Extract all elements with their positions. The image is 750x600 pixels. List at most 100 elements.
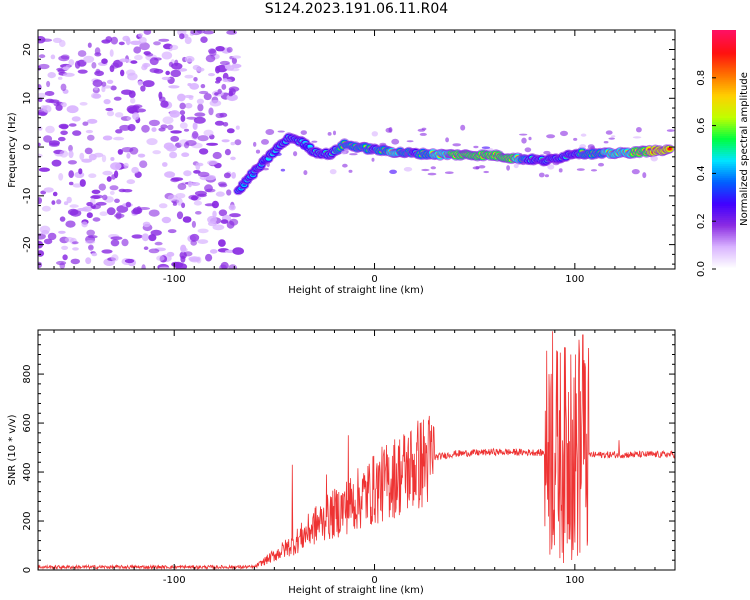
side-blob xyxy=(260,160,266,164)
colorbar-cell xyxy=(712,127,736,131)
noise-blob xyxy=(179,102,186,110)
noise-blob xyxy=(51,159,62,167)
noise-blob xyxy=(139,42,150,51)
side-blob xyxy=(608,137,615,140)
colorbar-tick-label: 0.0 xyxy=(696,261,707,277)
noise-blob xyxy=(110,85,117,91)
noise-blob xyxy=(110,162,122,171)
noise-blob xyxy=(217,181,227,186)
noise-blob xyxy=(138,36,147,44)
side-blob xyxy=(475,166,480,170)
noise-blob xyxy=(46,80,51,88)
y-tick-label: 0 xyxy=(22,144,33,150)
side-blob xyxy=(293,151,298,157)
noise-blob xyxy=(207,215,217,224)
noise-blob xyxy=(177,93,186,102)
side-blob xyxy=(327,156,334,159)
noise-blob xyxy=(208,107,214,116)
colorbar-cell xyxy=(712,151,736,154)
colorbar-cell xyxy=(712,99,736,103)
noise-blob xyxy=(105,107,114,112)
noise-blob xyxy=(51,200,56,205)
noise-blob xyxy=(60,83,67,92)
noise-blob xyxy=(110,157,115,161)
side-blob xyxy=(417,128,426,132)
noise-blob xyxy=(117,149,123,155)
noise-blob xyxy=(87,42,92,48)
noise-blob xyxy=(170,130,183,134)
noise-blob xyxy=(200,36,208,43)
colorbar-cell xyxy=(712,121,736,125)
noise-blob xyxy=(229,88,236,96)
noise-blob xyxy=(148,248,160,254)
noise-blob xyxy=(197,239,209,245)
side-blob xyxy=(519,133,528,136)
colorbar-cell xyxy=(712,259,736,262)
colorbar-cell xyxy=(712,153,736,156)
colorbar-cell xyxy=(712,45,736,49)
colorbar-cell xyxy=(712,191,736,194)
noise-blob xyxy=(102,135,113,141)
side-blob xyxy=(528,136,532,141)
colorbar-ticks: 0.0 0.2 0.4 0.6 0.8 xyxy=(696,70,716,277)
side-blob xyxy=(389,169,397,174)
colorbar-cell xyxy=(712,201,736,204)
noise-blob xyxy=(68,123,77,127)
noise-blob xyxy=(120,69,125,77)
noise-blob xyxy=(95,68,101,74)
noise-blob xyxy=(71,116,81,122)
colorbar-cell xyxy=(712,215,736,218)
noise-blob xyxy=(122,35,130,42)
colorbar-cell xyxy=(712,251,736,254)
noise-blob xyxy=(183,170,192,177)
noise-blob xyxy=(158,127,166,132)
noise-blob xyxy=(189,233,200,242)
noise-blob xyxy=(180,114,186,122)
noise-blob xyxy=(197,103,204,112)
noise-blob xyxy=(60,124,69,130)
noise-blob xyxy=(68,181,74,186)
noise-blob xyxy=(181,202,186,209)
side-blob xyxy=(558,168,563,173)
noise-blob xyxy=(179,122,188,129)
noise-blob xyxy=(110,36,119,45)
noise-blob xyxy=(87,118,98,124)
colorbar-cell xyxy=(712,105,736,109)
noise-blob xyxy=(119,124,131,131)
noise-blob xyxy=(219,264,227,269)
noise-blob xyxy=(209,48,217,57)
side-blob xyxy=(300,130,307,136)
noise-blob xyxy=(193,200,202,206)
y-tick-label: 800 xyxy=(22,365,33,384)
colorbar: 0.0 0.2 0.4 0.6 0.8 Normalized spectral ampl… xyxy=(696,30,750,277)
colorbar-cell xyxy=(712,195,736,198)
colorbar-cell xyxy=(712,139,736,143)
noise-blob xyxy=(60,102,67,108)
noise-blob xyxy=(126,152,131,159)
colorbar-cell xyxy=(712,149,736,152)
colorbar-cell xyxy=(712,83,736,87)
side-blob xyxy=(611,135,616,138)
noise-blob xyxy=(227,96,236,101)
noise-blob xyxy=(170,177,180,183)
colorbar-cell xyxy=(712,261,736,264)
noise-blob xyxy=(126,69,136,76)
noise-blob xyxy=(229,67,240,72)
noise-blob xyxy=(200,84,206,89)
noise-blob xyxy=(231,63,242,69)
noise-blob xyxy=(115,129,123,134)
colorbar-cell xyxy=(712,211,736,214)
side-blob xyxy=(666,129,675,132)
noise-blob xyxy=(103,99,111,105)
side-blob xyxy=(547,164,555,170)
side-blob xyxy=(403,167,413,172)
noise-blob xyxy=(140,85,146,92)
noise-blob xyxy=(59,150,69,158)
noise-blob xyxy=(141,124,150,133)
noise-blob xyxy=(177,68,188,72)
noise-blob xyxy=(142,221,151,228)
colorbar-cell xyxy=(712,229,736,232)
colorbar-cell xyxy=(712,143,736,147)
noise-blob xyxy=(131,166,139,174)
colorbar-cell xyxy=(712,243,736,246)
